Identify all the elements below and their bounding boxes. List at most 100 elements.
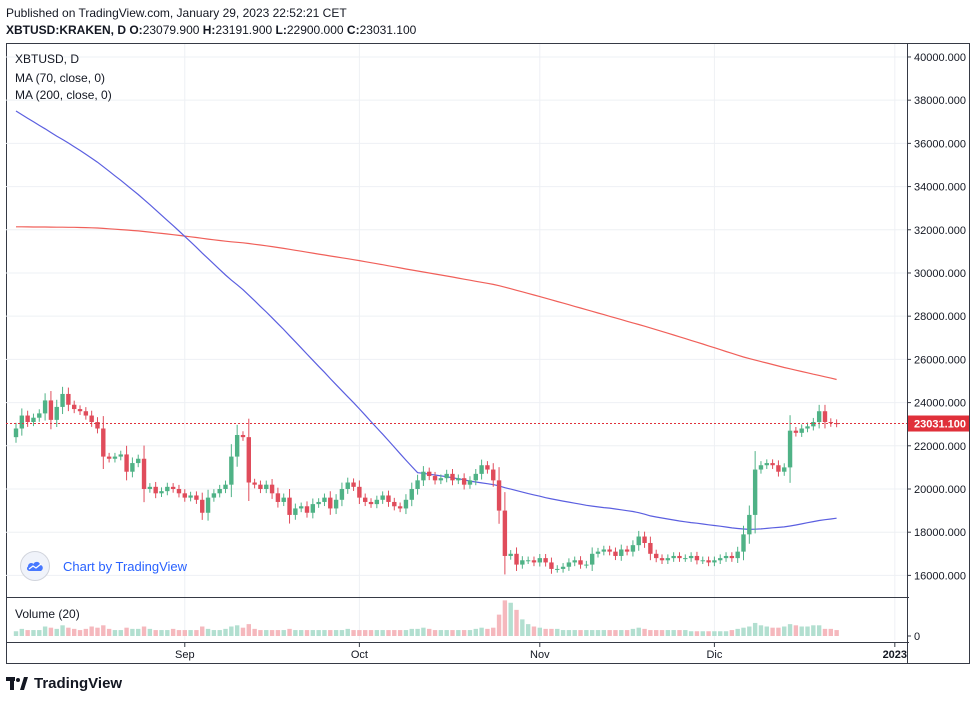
volume-bar <box>432 630 438 636</box>
candle-body <box>322 497 327 502</box>
candle-body <box>642 536 647 543</box>
volume-bar <box>351 630 356 636</box>
volume-bar <box>578 630 583 636</box>
candle-body <box>659 558 665 561</box>
legend-volume[interactable]: Volume (20) <box>15 607 80 621</box>
volume-bar <box>316 630 321 636</box>
candle-body <box>287 497 292 515</box>
volume-bar <box>531 626 537 636</box>
candle-body <box>48 400 54 420</box>
volume-bar <box>118 630 123 636</box>
candle-body <box>479 465 484 474</box>
volume-bar <box>735 628 740 636</box>
volume-bar <box>665 630 671 636</box>
volume-bar <box>694 631 700 636</box>
candle-body <box>397 506 403 509</box>
volume-bar <box>374 630 380 636</box>
volume-bar <box>816 625 822 636</box>
y-tick-label: 28000.000 <box>914 311 966 323</box>
candle-body <box>683 558 688 560</box>
candle-body <box>648 542 653 554</box>
candle-body <box>240 434 246 438</box>
candle-body <box>101 428 106 457</box>
candle-body <box>654 553 659 559</box>
x-tick-label: Oct <box>351 649 368 661</box>
low-value: 22900.000 <box>286 23 344 37</box>
candle-body <box>485 465 490 470</box>
legend-ma70[interactable]: MA (70, close, 0) <box>15 71 106 85</box>
candle-body <box>246 437 251 483</box>
volume-bar <box>223 628 228 636</box>
last-price-badge <box>908 415 969 432</box>
candle-body <box>339 488 345 500</box>
volume-bar <box>624 630 630 636</box>
candle-body <box>275 493 281 502</box>
candle-body <box>555 568 560 570</box>
candle-body <box>799 428 804 433</box>
volume-bar <box>700 631 705 636</box>
chart-frame[interactable] <box>6 43 970 664</box>
candle-body <box>758 465 764 470</box>
volume-bar <box>136 628 141 636</box>
volume-bar <box>514 609 519 636</box>
candle-body <box>816 411 822 423</box>
candle-body <box>619 549 624 556</box>
candle-body <box>822 411 828 423</box>
tradingview-logo[interactable]: TradingView <box>6 675 122 692</box>
tradingview-logo-text: TradingView <box>34 675 123 692</box>
volume-bar <box>752 622 758 636</box>
candle-body <box>176 488 182 494</box>
volume-bar <box>782 626 787 636</box>
volume-bar <box>688 631 694 636</box>
volume-bar <box>159 630 164 636</box>
candle-body <box>106 456 112 459</box>
candle-body <box>747 514 752 535</box>
volume-bar <box>194 630 199 636</box>
tradingview-logo-icon <box>6 676 28 690</box>
candle-body <box>793 430 799 433</box>
volume-bar <box>252 628 257 636</box>
legend-ma200[interactable]: MA (200, close, 0) <box>15 88 112 102</box>
candle-body <box>595 551 601 554</box>
chart-watermark[interactable]: Chart by TradingView <box>20 551 187 581</box>
candle-body <box>415 480 420 489</box>
y-tick-label: 18000.000 <box>914 527 966 539</box>
volume-bar <box>799 626 804 636</box>
volume-bar <box>31 630 36 636</box>
candle-body <box>124 454 129 472</box>
volume-bar <box>298 630 304 636</box>
volume-bar <box>619 630 624 636</box>
volume-bar <box>310 630 316 636</box>
volume-bar <box>182 630 187 636</box>
volume-bar <box>101 625 106 636</box>
watermark-text[interactable]: Chart by TradingView <box>63 558 188 574</box>
candle-body <box>729 555 735 559</box>
candle-body <box>258 484 263 489</box>
volume-bar <box>165 630 170 636</box>
candle-body <box>83 411 89 416</box>
candle-body <box>444 473 449 479</box>
candle-body <box>363 497 368 502</box>
volume-bar <box>543 628 548 636</box>
volume-bar <box>607 630 612 636</box>
volume-bar <box>153 630 158 636</box>
candle-body <box>252 482 257 485</box>
volume-bar <box>83 628 89 636</box>
volume-bar <box>741 627 746 636</box>
volume-bar <box>560 630 566 636</box>
volume-bar <box>380 630 385 636</box>
volume-bar <box>508 602 513 636</box>
volume-bar <box>141 626 147 636</box>
candle-body <box>54 406 59 420</box>
volume-bar <box>427 628 432 636</box>
candle-body <box>834 423 839 425</box>
volume-bar <box>345 628 350 636</box>
candle-body <box>37 413 42 418</box>
candle-body <box>531 560 537 563</box>
candle-body <box>89 415 94 423</box>
volume-bar <box>246 624 251 636</box>
candle-body <box>450 473 455 481</box>
volume-bar <box>595 630 601 636</box>
legend-symbol[interactable]: XBTUSD, D <box>15 52 80 66</box>
